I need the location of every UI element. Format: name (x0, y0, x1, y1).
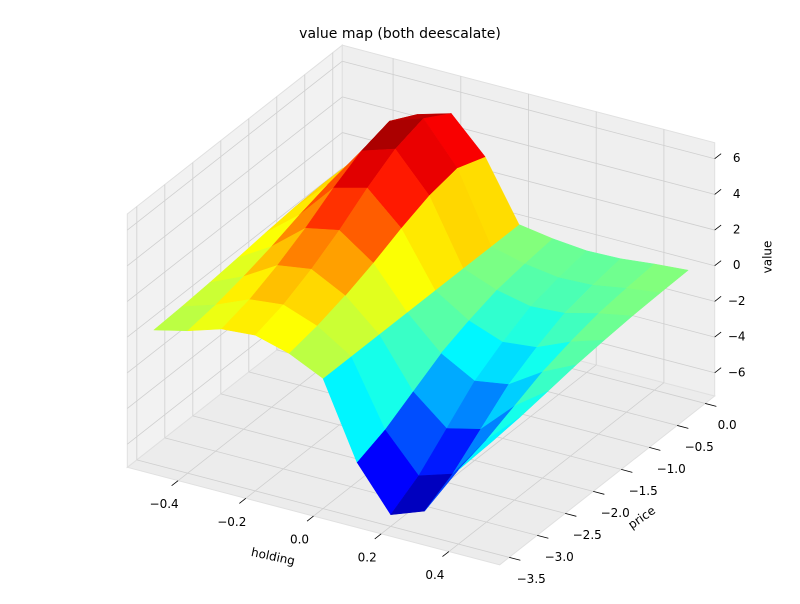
tick-mark (714, 224, 722, 231)
tick-mark (593, 491, 605, 495)
tick-mark (509, 556, 521, 561)
grid-line (342, 60, 715, 160)
x-tick-label: −0.4 (150, 497, 179, 511)
tick-mark (239, 498, 247, 504)
grid-line (127, 60, 343, 231)
y-tick-label: −3.5 (517, 572, 546, 586)
tick-mark (714, 153, 722, 160)
z-tick-label: 6 (733, 151, 741, 165)
y-tick-label: −1.5 (629, 484, 658, 498)
z-tick-label: 4 (733, 187, 741, 201)
x-tick-label: −0.2 (217, 515, 246, 529)
tick-mark (537, 534, 549, 539)
grid-line (127, 96, 343, 267)
tick-mark (306, 515, 314, 522)
tick-mark (714, 331, 722, 338)
z-axis-label: value (761, 241, 775, 274)
y-tick-label: −0.5 (685, 440, 714, 454)
tick-mark (649, 447, 661, 451)
chart-title: value map (both deescalate) (299, 26, 501, 42)
surface (153, 113, 689, 516)
grid-line (127, 167, 343, 338)
tick-mark (705, 403, 717, 407)
x-tick-label: 0.4 (425, 568, 444, 582)
surface-patch (458, 416, 521, 471)
y-tick-label: −3.0 (545, 550, 574, 564)
grid-line (164, 437, 538, 536)
grid-line (342, 96, 715, 195)
z-tick-label: 0 (733, 258, 741, 272)
grid-line (127, 132, 343, 302)
y-tick-label: −2.0 (601, 506, 630, 520)
tick-mark (171, 480, 179, 487)
z-tick-label: −4 (728, 330, 746, 344)
tick-mark (714, 260, 722, 267)
y-tick-label: 0.0 (718, 418, 737, 432)
labels: −0.4 −0.2 0.0 0.2 0.4 −3.5 −3.0 −2.5 −2.0 −1.5 −1.… (150, 151, 746, 586)
z-tick-label: −2 (728, 294, 746, 308)
x-axis-label: holding (250, 545, 296, 568)
tick-mark (714, 189, 722, 195)
y-tick-label: −1.0 (657, 462, 686, 476)
x-tick-label: 0.0 (290, 533, 309, 547)
y-axis-label: price (625, 503, 658, 532)
x-tick-label: 0.2 (358, 550, 377, 564)
tick-mark (565, 512, 577, 517)
tick-mark (677, 425, 689, 429)
z-tick-label: 2 (733, 223, 741, 237)
tick-mark (621, 469, 633, 473)
tick-mark (714, 367, 722, 374)
z-tick-label: −6 (728, 365, 746, 379)
tick-mark (714, 296, 722, 302)
tick-mark (374, 533, 382, 540)
tick-mark (442, 551, 450, 557)
surface-patch (288, 325, 352, 379)
grid-line (448, 382, 665, 552)
y-tick-label: −2.5 (573, 528, 602, 542)
grid-line (136, 459, 510, 558)
